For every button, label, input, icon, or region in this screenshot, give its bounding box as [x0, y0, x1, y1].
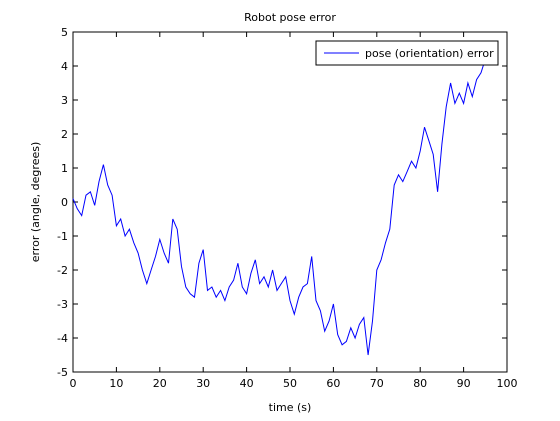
- y-tick-label: -2: [57, 264, 68, 277]
- y-tick-label: -3: [57, 298, 68, 311]
- x-tick-label: 30: [196, 377, 210, 390]
- x-tick-label: 0: [70, 377, 77, 390]
- legend-label: pose (orientation) error: [365, 47, 494, 60]
- y-axis-ticks: -5 -4 -3 -2 -1 0 1 2 3 4 5: [57, 26, 507, 379]
- y-tick-label: -4: [57, 332, 68, 345]
- x-tick-label: 40: [240, 377, 254, 390]
- y-tick-label: 0: [61, 196, 68, 209]
- x-tick-label: 80: [413, 377, 427, 390]
- series-line-pose-orientation-error: [72, 59, 486, 356]
- x-axis-label: time (s): [269, 401, 312, 414]
- y-axis-label: error (angle, degrees): [29, 142, 42, 263]
- plot-area: [72, 31, 508, 373]
- x-tick-label: 20: [153, 377, 167, 390]
- chart-title: Robot pose error: [244, 11, 336, 24]
- y-tick-label: 4: [61, 60, 68, 73]
- y-tick-label: 1: [61, 162, 68, 175]
- y-tick-label: -5: [57, 366, 68, 379]
- x-axis-ticks: 0 10 20 30 40 50 60 70 80 90 100: [70, 32, 518, 390]
- x-tick-label: 90: [457, 377, 471, 390]
- x-tick-label: 70: [370, 377, 384, 390]
- y-tick-label: -1: [57, 230, 68, 243]
- y-tick-label: 5: [61, 26, 68, 39]
- y-tick-label: 2: [61, 128, 68, 141]
- legend: pose (orientation) error: [315, 40, 499, 66]
- x-tick-label: 50: [283, 377, 297, 390]
- x-tick-label: 10: [109, 377, 123, 390]
- y-tick-label: 3: [61, 94, 68, 107]
- x-tick-label: 100: [497, 377, 518, 390]
- x-tick-label: 60: [326, 377, 340, 390]
